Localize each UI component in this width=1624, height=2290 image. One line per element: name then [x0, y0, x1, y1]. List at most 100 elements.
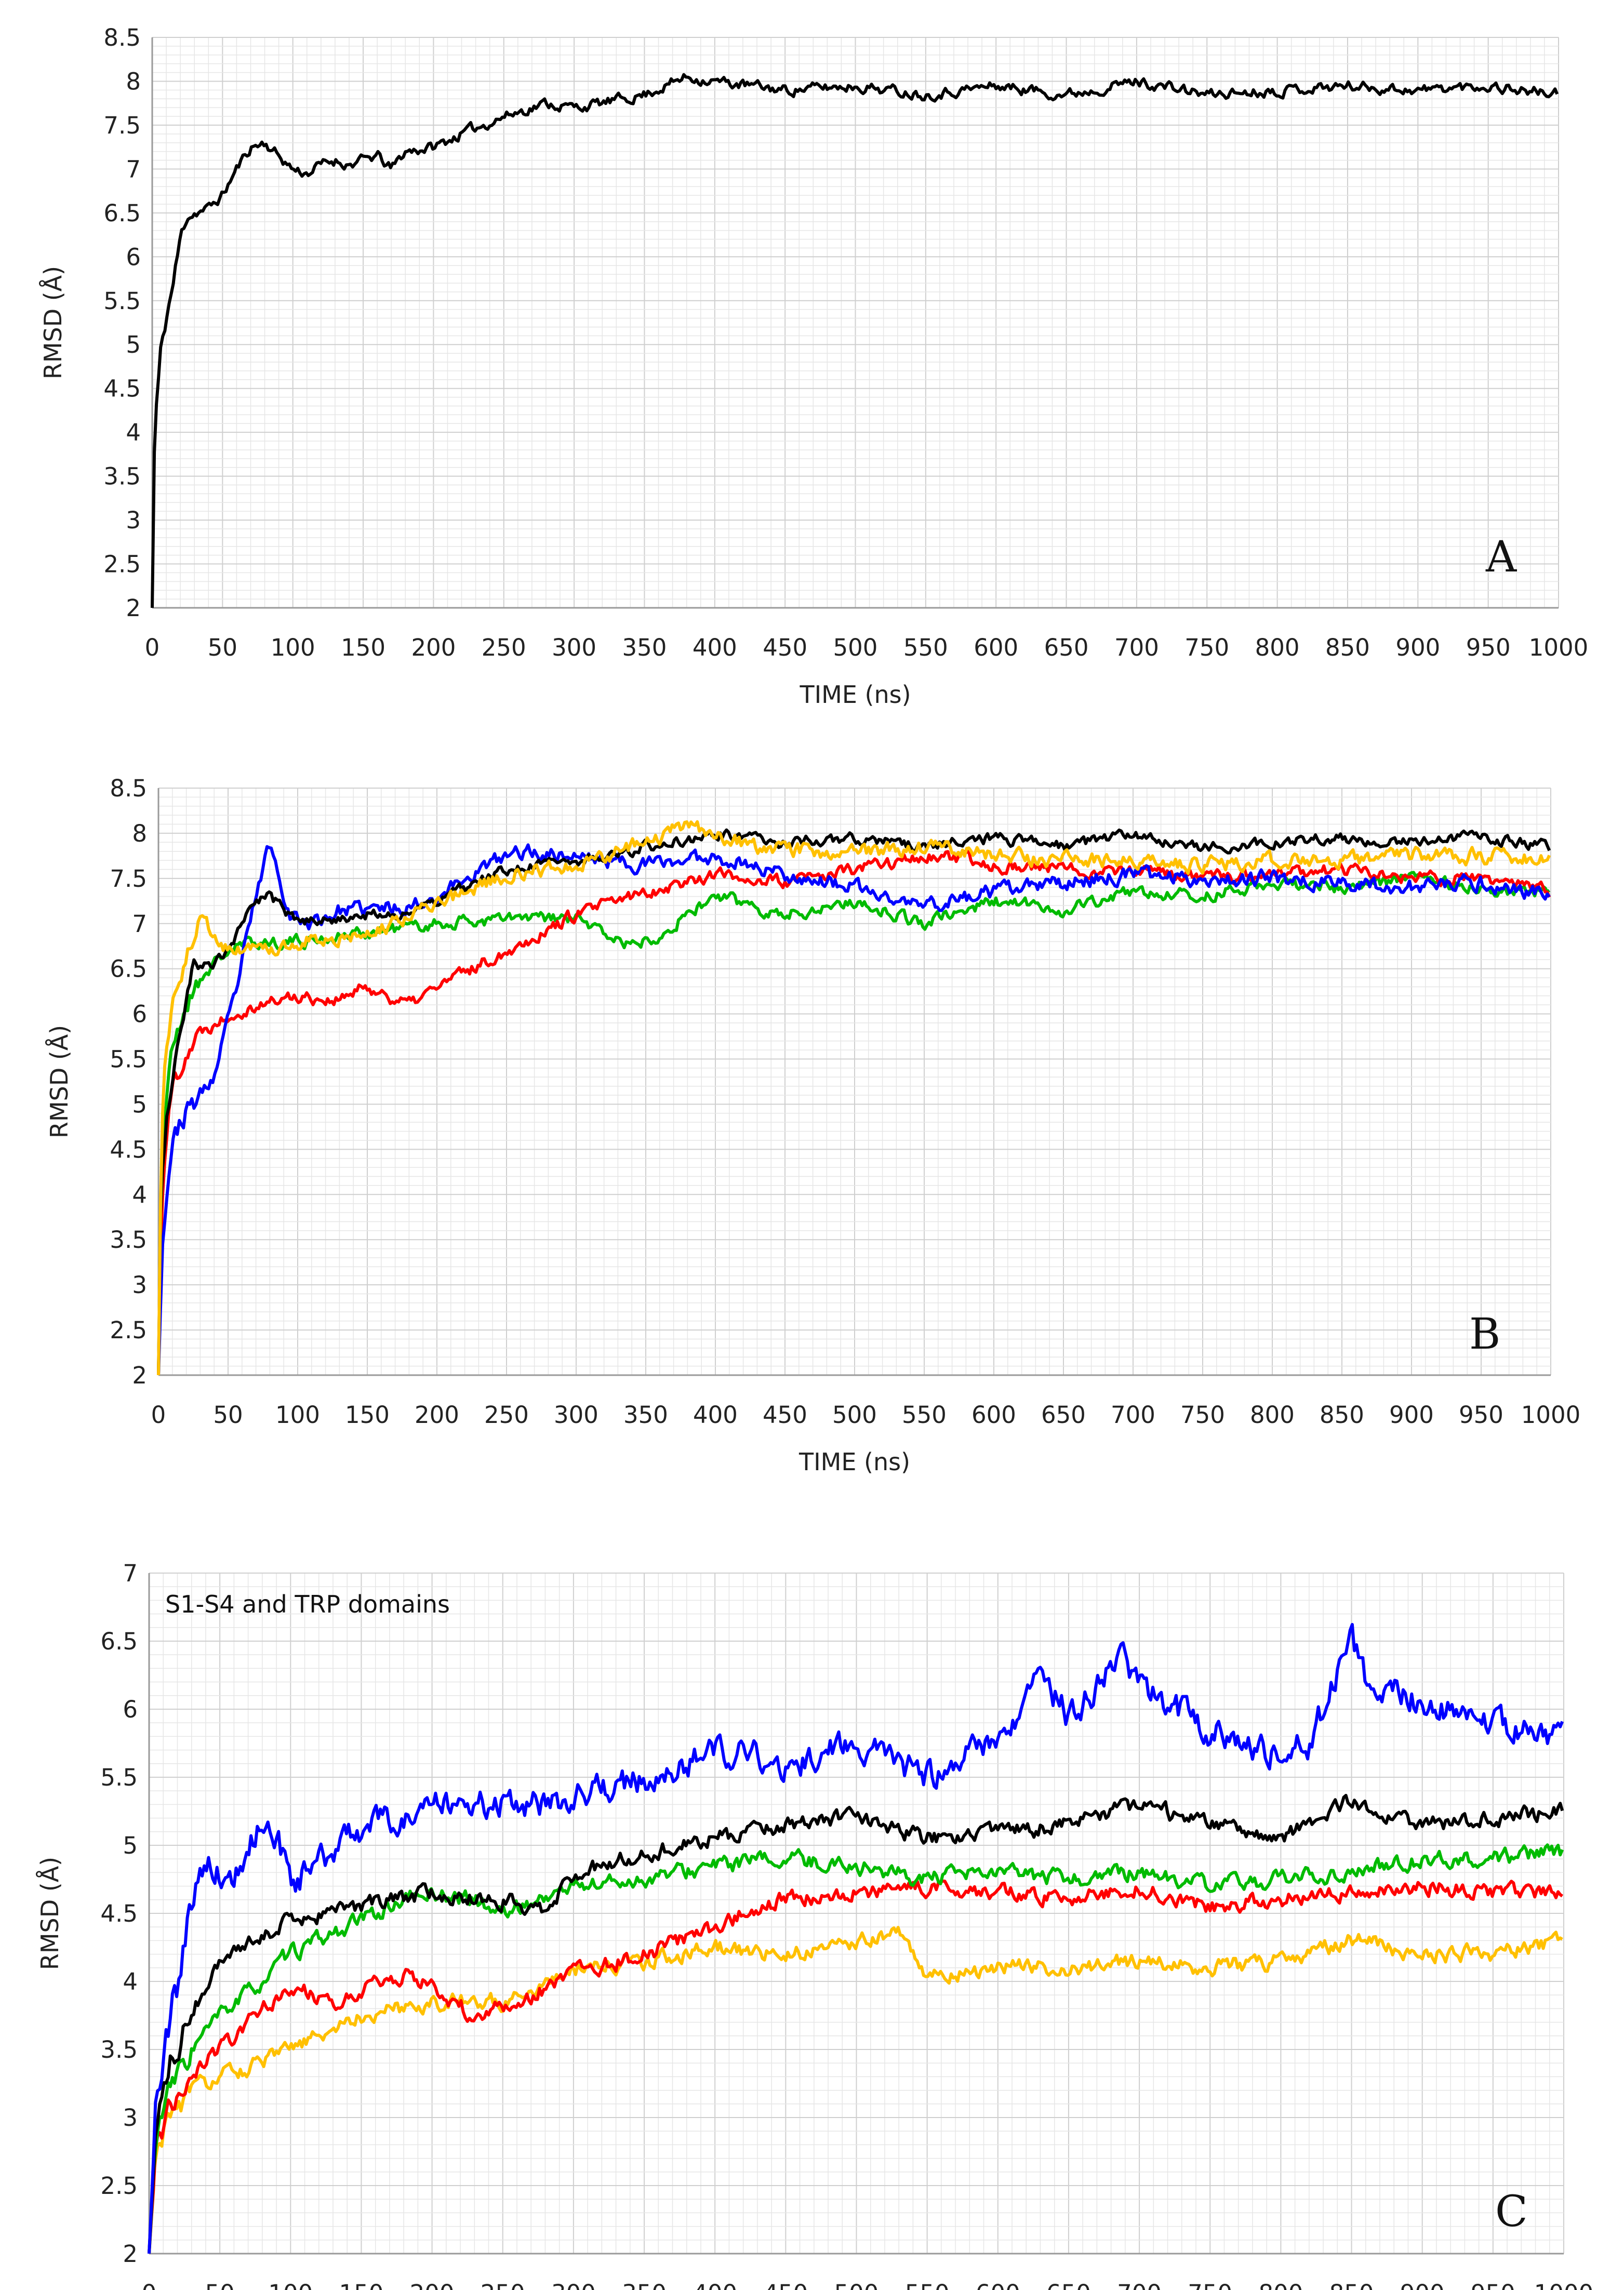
x-tick-label: 450 — [763, 1401, 807, 1429]
y-tick-label: 7.5 — [103, 112, 141, 139]
x-tick-label: 500 — [833, 634, 878, 661]
x-tick-label: 700 — [1111, 1401, 1155, 1429]
y-tick-label: 5.5 — [110, 1046, 147, 1073]
x-tick-label: 0 — [142, 2280, 157, 2290]
y-tick-label: 5.5 — [100, 1764, 138, 1791]
x-tick-label: 350 — [622, 2280, 667, 2290]
x-tick-label: 150 — [339, 2280, 383, 2290]
x-tick-label: 950 — [1471, 2280, 1515, 2290]
x-tick-label: 0 — [151, 1401, 166, 1429]
y-tick-label: 8 — [126, 68, 141, 95]
series-line-yellow — [157, 820, 1551, 1376]
x-tick-label: 1000 — [1521, 1401, 1581, 1429]
x-tick-label: 100 — [268, 2280, 313, 2290]
x-tick-label: 950 — [1466, 634, 1511, 661]
y-tick-label: 5 — [126, 331, 141, 358]
x-tick-label: 100 — [271, 634, 315, 661]
x-tick-label: 550 — [902, 1401, 947, 1429]
x-tick-label: 300 — [554, 1401, 598, 1429]
panel-letter: B — [1469, 1310, 1500, 1359]
x-tick-label: 850 — [1329, 2280, 1374, 2290]
x-tick-label: 1000 — [1529, 634, 1589, 661]
y-tick-label: 6.5 — [110, 955, 147, 983]
x-tick-label: 600 — [971, 1401, 1016, 1429]
y-tick-label: 3.5 — [103, 463, 141, 490]
grid — [149, 1573, 1564, 2254]
x-tick-label: 900 — [1400, 2280, 1445, 2290]
x-tick-label: 1000 — [1534, 2280, 1594, 2290]
y-axis-title: RMSD (Å) — [36, 1857, 64, 1970]
x-tick-label: 750 — [1188, 2280, 1232, 2290]
x-tick-label: 500 — [832, 1401, 877, 1429]
series-line-red — [148, 1879, 1564, 2254]
y-tick-label: 4 — [126, 419, 141, 446]
x-tick-label: 250 — [481, 2280, 525, 2290]
x-tick-label: 350 — [622, 634, 667, 661]
y-tick-label: 7 — [132, 910, 147, 938]
x-tick-label: 100 — [275, 1401, 320, 1429]
x-tick-label: 650 — [1046, 2280, 1091, 2290]
y-tick-label: 4.5 — [100, 1900, 138, 1927]
x-tick-label: 50 — [213, 1401, 243, 1429]
y-tick-label: 6.5 — [100, 1628, 138, 1655]
y-tick-label: 2 — [126, 594, 141, 622]
x-tick-label: 950 — [1459, 1401, 1503, 1429]
x-tick-label: 50 — [208, 634, 237, 661]
x-tick-label: 500 — [834, 2280, 879, 2290]
x-tick-label: 550 — [903, 634, 948, 661]
x-tick-label: 900 — [1389, 1401, 1434, 1429]
x-tick-label: 700 — [1117, 2280, 1162, 2290]
series-line-black — [148, 1794, 1564, 2254]
y-axis-title: RMSD (Å) — [39, 266, 67, 379]
y-tick-label: 5 — [123, 1832, 138, 1859]
x-tick-label: 200 — [411, 634, 456, 661]
panel-letter: C — [1495, 2187, 1528, 2236]
x-tick-label: 750 — [1184, 634, 1229, 661]
series-line-black — [151, 73, 1559, 608]
x-tick-label: 250 — [482, 634, 526, 661]
x-tick-label: 50 — [205, 2280, 235, 2290]
x-tick-label: 150 — [341, 634, 385, 661]
x-tick-label: 650 — [1044, 634, 1089, 661]
y-tick-label: 7 — [126, 155, 141, 183]
grid — [158, 788, 1551, 1376]
x-tick-label: 650 — [1041, 1401, 1086, 1429]
y-tick-label: 2.5 — [110, 1316, 147, 1344]
x-tick-label: 900 — [1395, 634, 1440, 661]
x-axis-title: TIME (ns) — [799, 681, 911, 709]
x-tick-label: 600 — [976, 2280, 1020, 2290]
y-tick-label: 2.5 — [100, 2172, 138, 2200]
x-tick-label: 850 — [1325, 634, 1370, 661]
chart-panel-a: 2 2.5 3 3.5 4 4.5 5 5.5 6 6.5 7 7.5 8 8.5 0 50 100 150 200… — [39, 24, 1588, 709]
y-tick-label: 4 — [132, 1181, 147, 1208]
x-tick-label: 700 — [1114, 634, 1159, 661]
y-axis-title: RMSD (Å) — [45, 1025, 73, 1138]
chart-panel-c: 2 2.5 3 3.5 4 4.5 5 5.5 6 6.5 7 0 50 100 150 200 250 300 3… — [36, 1560, 1593, 2290]
y-tick-label: 8 — [132, 820, 147, 847]
x-tick-label: 0 — [145, 634, 160, 661]
y-tick-label: 6.5 — [103, 199, 141, 227]
y-tick-label: 7.5 — [110, 865, 147, 893]
y-tick-label: 8.5 — [103, 24, 141, 51]
series-line-black — [157, 828, 1551, 1376]
y-tick-label: 4 — [123, 1968, 138, 1995]
y-tick-label: 8.5 — [110, 775, 147, 802]
x-tick-label: 250 — [484, 1401, 529, 1429]
y-tick-label: 3.5 — [110, 1226, 147, 1254]
x-tick-label: 450 — [763, 634, 807, 661]
series-line-blue — [148, 1623, 1564, 2254]
x-tick-label: 550 — [905, 2280, 950, 2290]
x-tick-label: 750 — [1180, 1401, 1225, 1429]
x-tick-label: 200 — [410, 2280, 455, 2290]
y-tick-label: 6 — [123, 1696, 138, 1723]
y-tick-label: 4.5 — [110, 1136, 147, 1163]
x-tick-label: 350 — [623, 1401, 668, 1429]
x-tick-label: 300 — [552, 634, 596, 661]
x-tick-label: 800 — [1258, 2280, 1303, 2290]
x-tick-label: 850 — [1320, 1401, 1364, 1429]
y-tick-label: 6 — [132, 1001, 147, 1028]
x-tick-label: 800 — [1255, 634, 1300, 661]
x-tick-label: 400 — [693, 1401, 738, 1429]
x-tick-label: 200 — [415, 1401, 459, 1429]
